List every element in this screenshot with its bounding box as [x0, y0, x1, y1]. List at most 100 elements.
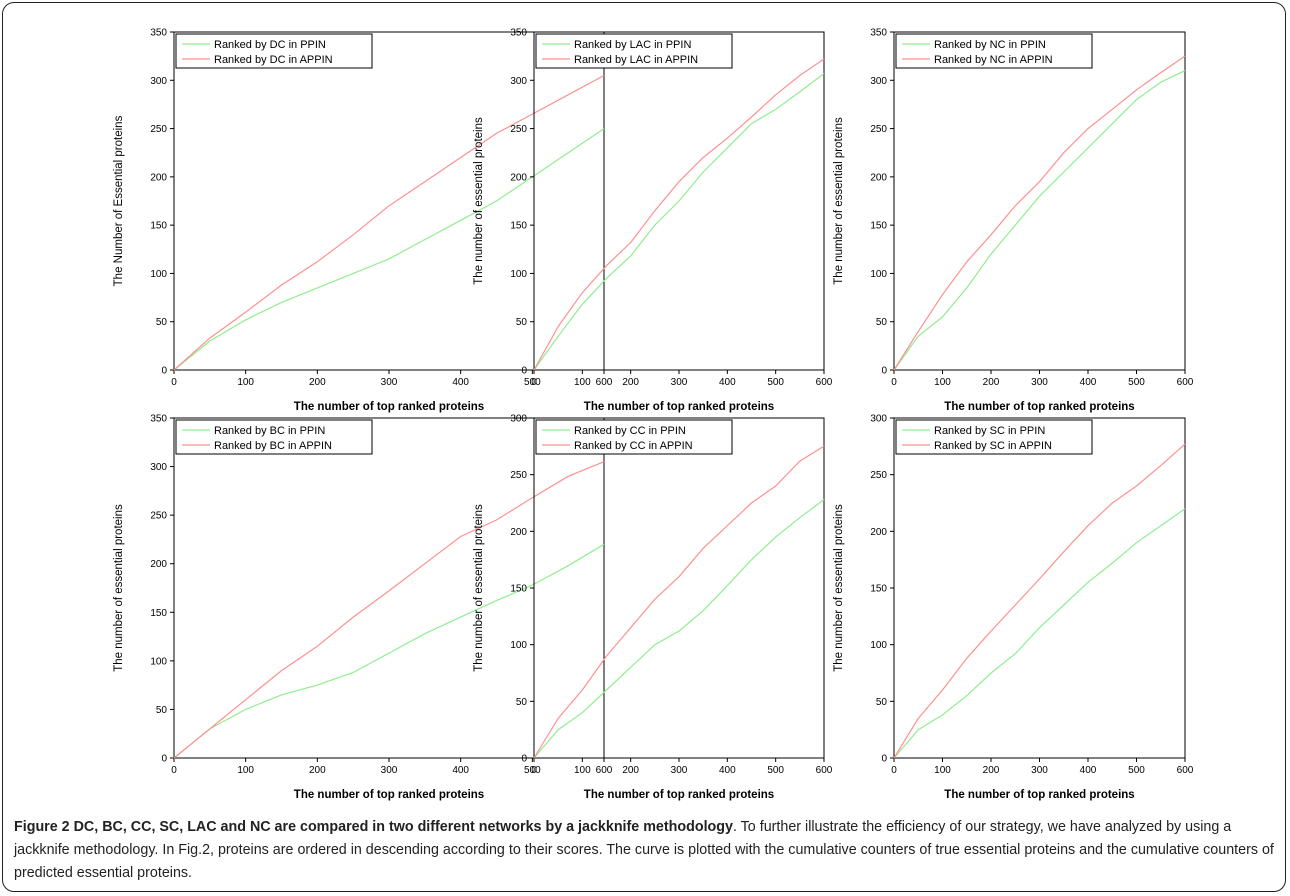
legend-label: Ranked by SC in APPIN	[934, 440, 1052, 452]
x-tick-label: 600	[596, 765, 613, 776]
series-line-appin	[533, 58, 825, 371]
y-axis-label: The number of essential proteins	[473, 504, 485, 672]
x-tick-label: 0	[171, 377, 177, 388]
figure-caption: Figure 2 DC, BC, CC, SC, LAC and NC are …	[14, 816, 1278, 885]
y-tick-label: 200	[150, 559, 167, 570]
y-tick-label: 200	[870, 172, 887, 183]
series-line-appin	[173, 74, 605, 371]
y-tick-label: 50	[516, 697, 528, 708]
y-tick-label: 350	[150, 414, 167, 425]
y-tick-label: 250	[150, 124, 167, 135]
x-tick-label: 200	[622, 765, 639, 776]
x-axis-label: The number of top ranked proteins	[294, 401, 484, 413]
x-axis-label: The number of top ranked proteins	[584, 789, 774, 801]
legend-label: Ranked by LAC in PPIN	[574, 39, 691, 51]
chart-panel-1: 0 100 200 300 400 500 600050100150200250300350…	[113, 28, 613, 414]
y-tick-label: 250	[870, 124, 887, 135]
y-axis-label: The Number of Essential proteins	[113, 115, 125, 286]
y-tick-label: 200	[150, 172, 167, 183]
x-tick-label: 300	[671, 765, 688, 776]
series-line-ppin	[533, 73, 825, 371]
x-tick-label: 500	[767, 377, 784, 388]
y-axis-label: The number of essential proteins	[473, 117, 485, 285]
y-tick-label: 100	[510, 640, 527, 651]
x-tick-label: 600	[816, 765, 833, 776]
x-tick-label: 600	[1177, 377, 1194, 388]
y-axis-label: The number of essential proteins	[833, 504, 845, 672]
x-tick-label: 300	[381, 377, 398, 388]
y-tick-label: 0	[161, 366, 167, 377]
y-tick-label: 350	[510, 28, 527, 39]
legend-label: Ranked by BC in APPIN	[214, 440, 332, 452]
y-tick-label: 100	[870, 269, 887, 280]
y-tick-label: 0	[161, 754, 167, 765]
y-tick-label: 250	[510, 470, 527, 481]
x-tick-label: 0	[891, 377, 897, 388]
x-tick-label: 0	[531, 377, 537, 388]
chart-panel-3: 0 100 200 300 400 500 600 0 50 100 150 200 250 300 350…	[833, 28, 1194, 414]
x-tick-label: 500	[524, 765, 541, 776]
legend-box	[535, 419, 733, 455]
y-tick-label: 200	[870, 527, 887, 538]
chart-panel-5: 0 100 200 300 400 500 600 0 50 100 150 200 250 300 The…	[473, 414, 833, 802]
x-tick-label: 0	[891, 765, 897, 776]
chart-panel-2: 0 100 200 300 400 500 600 0 50 100 150 200 250 300 350…	[473, 28, 833, 414]
x-tick-label: 400	[452, 765, 469, 776]
y-tick-label: 200	[510, 172, 527, 183]
series-line-appin	[173, 461, 605, 759]
series-line-ppin	[893, 70, 1186, 371]
x-tick-label: 300	[1031, 765, 1048, 776]
y-tick-label: 50	[156, 705, 168, 716]
series-line-ppin	[173, 543, 605, 759]
plot-frame	[893, 31, 1186, 371]
legend-label: Ranked by CC in PPIN	[574, 425, 686, 437]
x-tick-label: 200	[309, 765, 326, 776]
y-tick-label: 0	[521, 366, 527, 377]
y-tick-label: 50	[516, 317, 528, 328]
y-tick-label: 50	[876, 697, 888, 708]
figure-charts: 0 100 200 300 400 500 600050100150200250300350…	[113, 28, 1194, 802]
legend: Ranked by SC in PPIN Ranked by SC in APPI…	[895, 419, 1093, 455]
x-tick-label: 200	[309, 377, 326, 388]
x-tick-label: 200	[983, 765, 1000, 776]
legend-box	[535, 33, 733, 69]
legend-label: Ranked by BC in PPIN	[214, 425, 325, 437]
legend-label: Ranked by DC in PPIN	[214, 39, 326, 51]
x-tick-label: 100	[574, 377, 591, 388]
legend-label: Ranked by LAC in APPIN	[574, 54, 698, 66]
x-tick-label: 400	[452, 377, 469, 388]
plot-frame	[173, 417, 605, 759]
legend-box	[175, 419, 373, 455]
x-tick-label: 100	[237, 765, 254, 776]
x-tick-label: 200	[622, 377, 639, 388]
legend-label: Ranked by NC in PPIN	[934, 39, 1046, 51]
legend-label: Ranked by CC in APPIN	[574, 440, 693, 452]
caption-body: . To further illustrate the efficiency o…	[14, 819, 1274, 881]
x-tick-label: 300	[671, 377, 688, 388]
series-line-ppin	[173, 128, 605, 371]
legend: Ranked by DC in PPIN Ranked by DC in APPI…	[175, 33, 373, 69]
x-axis-label: The number of top ranked proteins	[584, 401, 774, 413]
y-tick-label: 300	[150, 462, 167, 473]
series-line-appin	[893, 443, 1186, 759]
caption-title: DC, BC, CC, SC, LAC and NC are compared …	[73, 819, 733, 835]
legend-label: Ranked by DC in APPIN	[214, 54, 333, 66]
y-tick-label: 0	[521, 754, 527, 765]
y-tick-label: 100	[150, 269, 167, 280]
legend: Ranked by CC in PPIN Ranked by CC in APPI…	[535, 419, 733, 455]
y-tick-label: 250	[510, 124, 527, 135]
series-line-appin	[893, 55, 1186, 371]
x-tick-label: 600	[596, 377, 613, 388]
y-axis-label: The number of essential proteins	[113, 504, 125, 672]
legend: Ranked by BC in PPIN Ranked by BC in APPI…	[175, 419, 373, 455]
x-tick-label: 0	[531, 765, 537, 776]
y-tick-label: 350	[870, 28, 887, 39]
y-tick-label: 0	[881, 366, 887, 377]
series-line-ppin	[893, 508, 1186, 759]
y-tick-label: 100	[510, 269, 527, 280]
y-tick-label: 250	[150, 511, 167, 522]
x-tick-label: 100	[934, 377, 951, 388]
y-tick-label: 250	[870, 470, 887, 481]
y-tick-label: 0	[881, 754, 887, 765]
x-tick-label: 400	[1080, 377, 1097, 388]
